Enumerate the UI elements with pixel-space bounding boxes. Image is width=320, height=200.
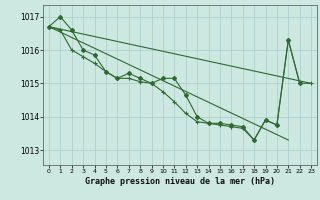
X-axis label: Graphe pression niveau de la mer (hPa): Graphe pression niveau de la mer (hPa) bbox=[85, 177, 275, 186]
